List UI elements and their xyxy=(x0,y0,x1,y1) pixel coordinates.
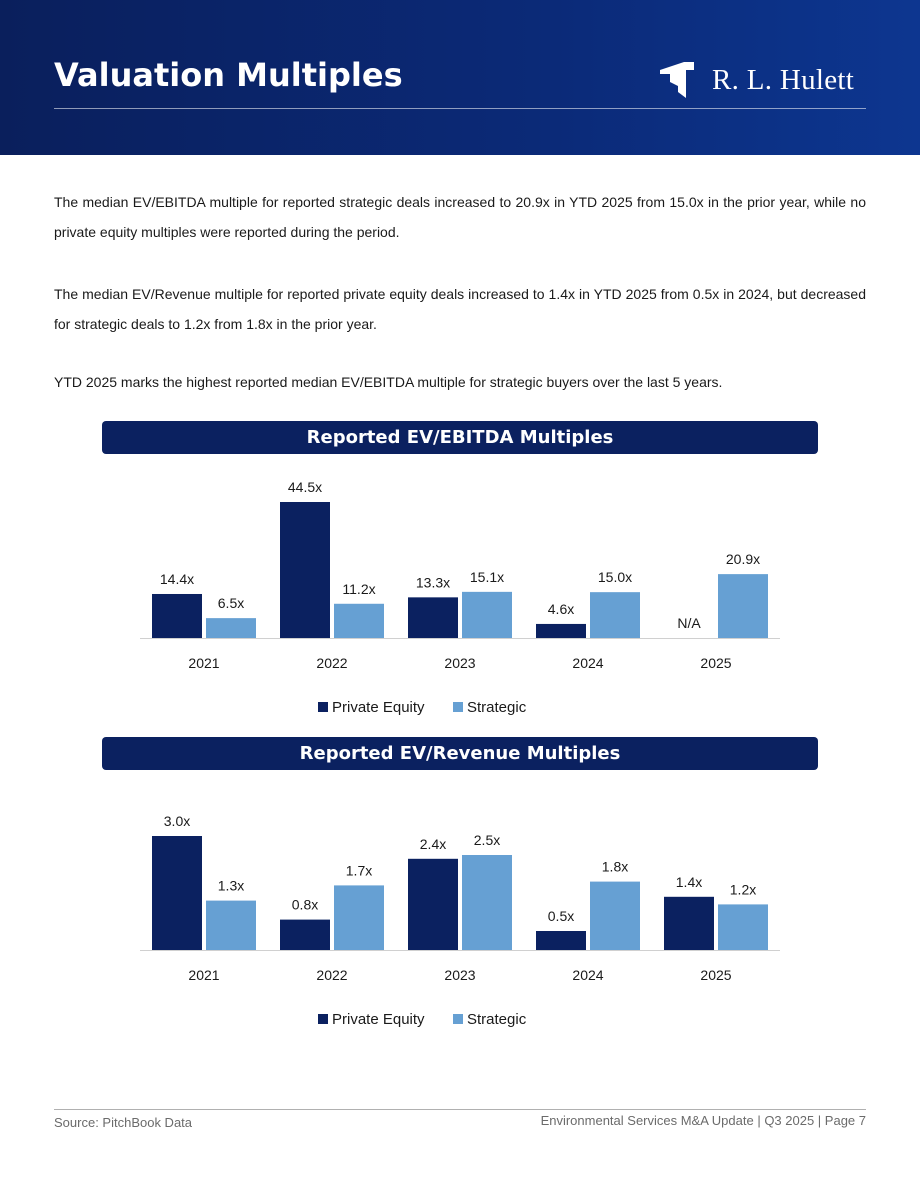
bar-strategic-2023 xyxy=(462,591,512,638)
bar-strategic-2023 xyxy=(462,855,512,950)
data-label: 4.6x xyxy=(548,601,574,617)
bar-private-equity-2022 xyxy=(280,919,330,950)
chart-title-ebitda: Reported EV/EBITDA Multiples xyxy=(102,421,818,454)
bar-strategic-2025 xyxy=(718,574,768,638)
logo: R. L. Hulett xyxy=(658,58,854,102)
category-label-2022: 2022 xyxy=(316,655,347,671)
chart-title-revenue: Reported EV/Revenue Multiples xyxy=(102,737,818,770)
data-label: 15.0x xyxy=(598,569,632,585)
data-label: 20.9x xyxy=(726,551,760,567)
category-label-2023: 2023 xyxy=(444,967,475,983)
bar-private-equity-2024 xyxy=(536,623,586,638)
data-label: 1.2x xyxy=(730,881,756,897)
footer-source: Source: PitchBook Data xyxy=(54,1115,193,1130)
bar-strategic-2022 xyxy=(334,885,384,950)
legend-swatch-private-equity xyxy=(318,1014,328,1024)
data-label: 14.4x xyxy=(160,571,194,587)
data-label: 15.1x xyxy=(470,569,504,585)
chart-svg: 14.4x 6.5x 2021 44.5x 11.2x 2022 13.3x 15.1x 202… xyxy=(140,479,780,716)
legend-swatch-strategic xyxy=(453,1014,463,1024)
data-label: 3.0x xyxy=(164,813,190,829)
data-label: 6.5x xyxy=(218,595,244,611)
legend-swatch-strategic xyxy=(453,702,463,712)
category-label-2021: 2021 xyxy=(188,655,219,671)
data-label: 13.3x xyxy=(416,574,450,590)
paragraph-revenue: The median EV/Revenue multiple for repor… xyxy=(54,286,866,332)
data-label: 11.2x xyxy=(342,581,375,597)
bar-strategic-2021 xyxy=(206,900,256,950)
legend-label-private-equity: Private Equity xyxy=(332,699,425,716)
category-label-2025: 2025 xyxy=(700,655,731,671)
bar-strategic-2024 xyxy=(590,592,640,638)
chart-svg: 3.0x 1.3x 2021 0.8x 1.7x 2022 2.4x 2.5x 2023 0.5x… xyxy=(140,813,780,1028)
data-label: 2.4x xyxy=(420,836,446,852)
category-label-2025: 2025 xyxy=(700,967,731,983)
category-label-2022: 2022 xyxy=(316,967,347,983)
paragraph-ebitda: The median EV/EBITDA multiple for report… xyxy=(54,194,866,240)
category-label-2021: 2021 xyxy=(188,967,219,983)
revenue-chart: 3.0x 1.3x 2021 0.8x 1.7x 2022 2.4x 2.5x 2023 0.5x… xyxy=(0,771,920,1051)
data-label: 2.5x xyxy=(474,832,500,848)
data-label: 44.5x xyxy=(288,479,322,495)
footer-divider xyxy=(54,1109,866,1110)
data-label: 1.3x xyxy=(218,878,244,894)
page-title: Valuation Multiples xyxy=(54,56,403,94)
rl-hulett-logo-icon xyxy=(660,62,694,98)
paragraph-highlight: YTD 2025 marks the highest reported medi… xyxy=(54,374,723,390)
ebitda-chart: 14.4x 6.5x 2021 44.5x 11.2x 2022 13.3x 15.1x 202… xyxy=(0,455,920,735)
data-label: N/A xyxy=(677,615,701,631)
bar-strategic-2024 xyxy=(590,881,640,950)
bar-private-equity-2021 xyxy=(152,593,202,638)
header-divider xyxy=(54,108,866,109)
legend-label-private-equity: Private Equity xyxy=(332,1011,425,1028)
data-label: 0.5x xyxy=(548,908,574,924)
bar-private-equity-2025 xyxy=(664,896,714,950)
footer-page-info: Environmental Services M&A Update | Q3 2… xyxy=(540,1113,866,1128)
bar-strategic-2025 xyxy=(718,904,768,950)
data-label: 0.8x xyxy=(292,897,318,913)
bar-private-equity-2023 xyxy=(408,597,458,638)
category-label-2023: 2023 xyxy=(444,655,475,671)
category-label-2024: 2024 xyxy=(572,967,603,983)
bar-private-equity-2022 xyxy=(280,502,330,638)
page-header: Valuation Multiples R. L. Hulett xyxy=(0,0,920,155)
bar-strategic-2022 xyxy=(334,603,384,638)
bar-strategic-2021 xyxy=(206,618,256,638)
logo-text: R. L. Hulett xyxy=(712,63,855,96)
legend-label-strategic: Strategic xyxy=(467,1011,527,1028)
legend-label-strategic: Strategic xyxy=(467,699,527,716)
data-label: 1.8x xyxy=(602,859,628,875)
category-label-2024: 2024 xyxy=(572,655,603,671)
bar-private-equity-2021 xyxy=(152,836,202,950)
data-label: 1.4x xyxy=(676,874,702,890)
data-label: 1.7x xyxy=(346,862,372,878)
legend-swatch-private-equity xyxy=(318,702,328,712)
bar-private-equity-2023 xyxy=(408,858,458,950)
bar-private-equity-2024 xyxy=(536,931,586,950)
